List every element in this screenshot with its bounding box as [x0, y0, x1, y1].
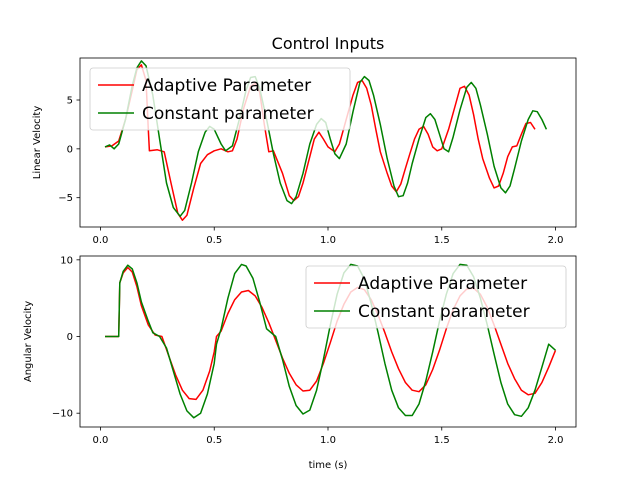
- series-line-constant-parameter: [104, 60, 548, 218]
- x-tick-label: 0.0: [93, 235, 109, 246]
- y-tick-label: −5: [58, 193, 73, 204]
- legend: Adaptive Parameter Constant parameter: [305, 265, 567, 329]
- x-tick-label: 1.0: [320, 235, 336, 246]
- y-tick-label: 10: [60, 255, 73, 266]
- y-tick-label: 0: [67, 144, 73, 155]
- x-tick-label: 1.5: [434, 435, 450, 446]
- chart-title: Control Inputs: [272, 34, 385, 53]
- legend-label-constant-parameter: Constant parameter: [142, 104, 314, 124]
- x-tick-label: 0.5: [206, 235, 222, 246]
- linear-velocity-panel: 0.0 0.5 1.0 1.5 2.0 −5 0 5 Linear Velocity Adapti…: [32, 57, 577, 246]
- x-tick-label: 2.0: [548, 235, 564, 246]
- legend-label-constant-parameter: Constant parameter: [358, 302, 530, 322]
- x-tick-label: 1.0: [320, 435, 336, 446]
- y-axis-label: Linear Velocity: [32, 106, 43, 180]
- legend: Adaptive Parameter Constant parameter: [89, 67, 351, 131]
- y-tick-label: 5: [67, 96, 73, 107]
- x-tick-label: 0.5: [206, 435, 222, 446]
- y-tick-label: 0: [67, 332, 73, 343]
- legend-label-adaptive-parameter: Adaptive Parameter: [142, 76, 311, 96]
- y-axis-label: Angular Velocity: [23, 301, 34, 382]
- y-tick-label: −10: [52, 409, 73, 420]
- x-tick-label: 2.0: [548, 435, 564, 446]
- angular-velocity-panel: 0.0 0.5 1.0 1.5 2.0 −10 0 10 Angular Velocity Ada…: [23, 255, 577, 446]
- x-tick-label: 1.5: [434, 235, 450, 246]
- legend-label-adaptive-parameter: Adaptive Parameter: [358, 274, 527, 294]
- legend-box: [89, 67, 351, 131]
- x-axis-label: time (s): [309, 460, 348, 471]
- legend-box: [305, 265, 567, 329]
- x-tick-label: 0.0: [93, 435, 109, 446]
